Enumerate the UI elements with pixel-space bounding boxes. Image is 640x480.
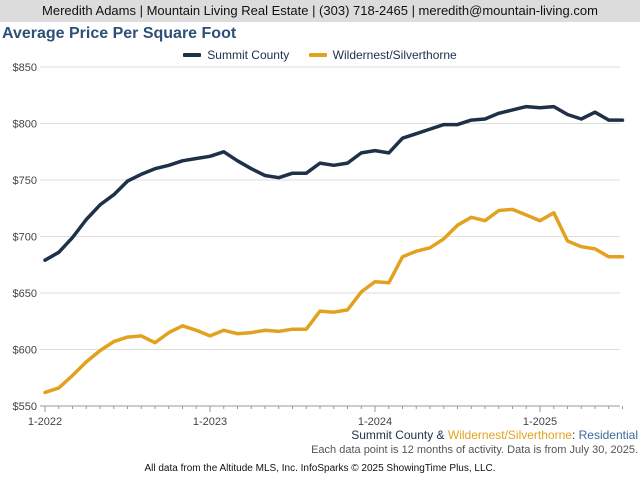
- caption-residential: Residential: [578, 428, 638, 442]
- y-tick-label: $750: [13, 175, 37, 187]
- legend-swatch-summit: [183, 53, 202, 57]
- contact-text: Meredith Adams | Mountain Living Real Es…: [42, 3, 598, 18]
- x-tick-label: 1-2023: [193, 416, 227, 428]
- legend-label-wilderness: Wildernest/Silverthorne: [332, 48, 457, 62]
- chart-caption: Summit County & Wildernest/Silverthorne:…: [351, 428, 638, 442]
- x-tick-label: 1-2022: [28, 416, 62, 428]
- chart-title: Average Price Per Square Foot: [2, 25, 237, 42]
- legend-item-wilderness: Wildernest/Silverthorne: [308, 48, 457, 62]
- y-tick-label: $800: [13, 119, 37, 131]
- series-line-summit-county: [43, 104, 625, 262]
- caption-summit: Summit County: [351, 428, 434, 442]
- caption-colon: :: [571, 428, 579, 442]
- y-tick-label: $600: [13, 345, 37, 357]
- caption-wilderness: Wildernest/Silverthorne: [447, 428, 572, 442]
- contact-header: Meredith Adams | Mountain Living Real Es…: [0, 0, 640, 22]
- y-tick-label: $650: [13, 288, 37, 300]
- x-tick-label: 1-2025: [523, 416, 557, 428]
- chart-legend: Summit County Wildernest/Silverthorne: [0, 46, 640, 62]
- legend-label-summit: Summit County: [207, 48, 290, 62]
- y-tick-label: $700: [13, 232, 37, 244]
- legend-item-summit: Summit County: [183, 48, 289, 62]
- y-tick-label: $550: [13, 401, 37, 413]
- series-line-wildernest-silverthorne: [43, 207, 625, 395]
- legend-swatch-wilderness: [308, 53, 327, 57]
- y-tick-label: $850: [13, 62, 37, 74]
- x-tick-label: 1-2024: [358, 416, 392, 428]
- caption-amp: &: [433, 428, 448, 442]
- source-footer: All data from the Altitude MLS, Inc. Inf…: [144, 463, 496, 474]
- data-note: Each data point is 12 months of activity…: [311, 444, 638, 456]
